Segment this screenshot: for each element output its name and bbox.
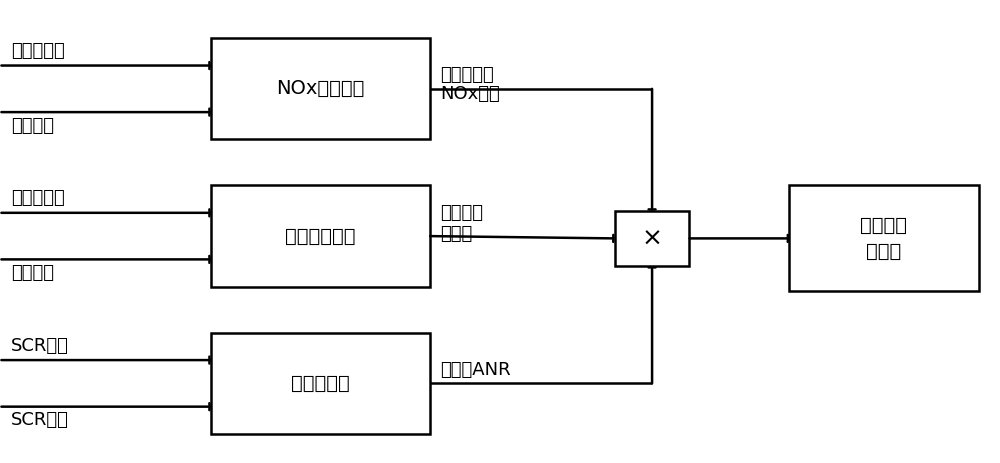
Bar — [615, 211, 689, 266]
Text: 油门开度: 油门开度 — [11, 117, 54, 135]
Bar — [211, 333, 430, 434]
Text: 发动机转速: 发动机转速 — [11, 42, 65, 60]
Text: 气流量: 气流量 — [440, 225, 472, 243]
Text: 氨氮比脉谱: 氨氮比脉谱 — [291, 374, 350, 393]
Bar — [789, 186, 979, 291]
Text: 氨氮比ANR: 氨氮比ANR — [440, 361, 511, 379]
Text: NOx浓度: NOx浓度 — [440, 85, 500, 103]
Text: 基本尿素
嘴射量: 基本尿素 嘴射量 — [860, 216, 907, 261]
Text: 发动机出口: 发动机出口 — [440, 66, 494, 84]
Text: 油门开度: 油门开度 — [11, 264, 54, 282]
Text: 发动机转速: 发动机转速 — [11, 189, 65, 207]
Bar — [211, 186, 430, 287]
Text: SCR空速: SCR空速 — [11, 411, 69, 429]
Text: 排气流量脉谱: 排气流量脉谱 — [285, 226, 356, 245]
Text: ×: × — [642, 226, 663, 250]
Text: 发动机排: 发动机排 — [440, 204, 483, 222]
Bar — [211, 38, 430, 139]
Text: SCR温度: SCR温度 — [11, 337, 69, 355]
Text: NOx排放脉谱: NOx排放脉谱 — [276, 79, 365, 98]
